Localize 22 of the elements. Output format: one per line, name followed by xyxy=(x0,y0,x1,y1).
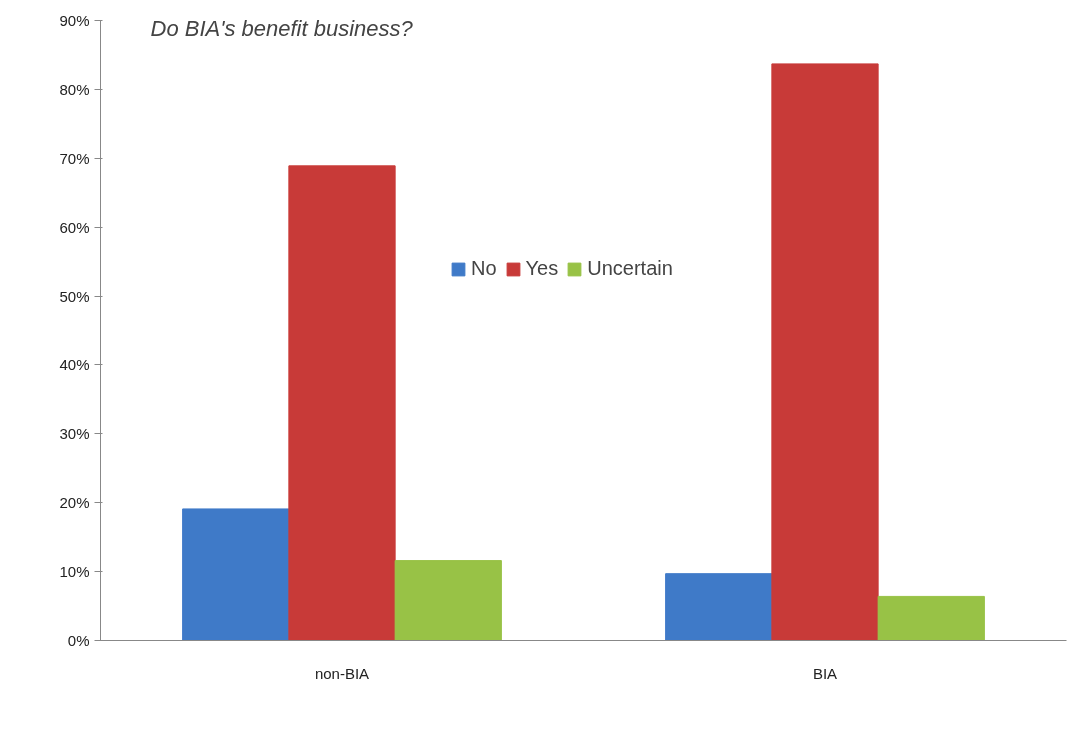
bar xyxy=(288,165,396,641)
y-tick-label: 70% xyxy=(59,149,90,167)
y-tick-label: 80% xyxy=(59,80,90,98)
legend-label: Uncertain xyxy=(587,257,673,280)
bar xyxy=(665,573,773,641)
y-tick-label: 90% xyxy=(59,12,90,29)
x-tick-label: non-BIA xyxy=(314,664,370,682)
chart-title: Do BIA's benefit business? xyxy=(150,15,414,41)
x-tick-label: BIA xyxy=(812,664,838,682)
bar xyxy=(771,63,879,641)
y-tick-label: 30% xyxy=(59,425,90,443)
y-tick-label: 0% xyxy=(67,632,90,649)
y-tick-label: 20% xyxy=(59,494,90,512)
bar xyxy=(182,508,290,641)
y-tick-label: 50% xyxy=(59,287,90,305)
bar xyxy=(394,560,502,641)
y-tick-label: 40% xyxy=(59,356,90,374)
legend-label: No xyxy=(471,257,497,280)
legend-label: Yes xyxy=(525,257,559,280)
y-tick-label: 10% xyxy=(59,563,90,581)
y-tick-label: 60% xyxy=(59,218,90,236)
bar xyxy=(877,595,985,641)
